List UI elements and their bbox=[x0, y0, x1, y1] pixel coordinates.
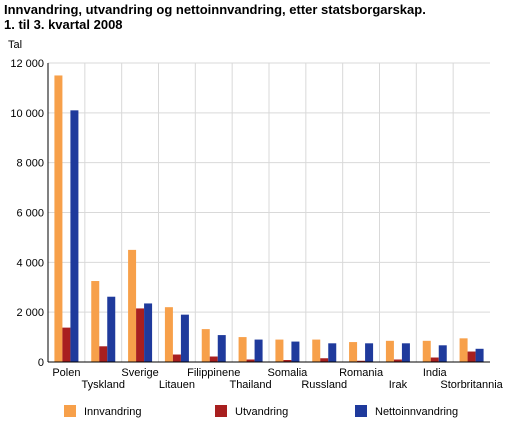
bar-innvandring-storbritannia bbox=[459, 338, 468, 362]
axes bbox=[47, 63, 490, 363]
x-tick-label-2: Sverige bbox=[121, 367, 158, 379]
x-tick-label-9: Irak bbox=[389, 379, 408, 391]
x-tick-label-8: Romania bbox=[339, 367, 384, 379]
x-tick-label-6: Somalia bbox=[268, 367, 309, 379]
x-axis-labels: PolenTysklandSverigeLitauenFilippineneTh… bbox=[52, 367, 503, 391]
y-tick-label-6: 12 000 bbox=[10, 58, 44, 70]
x-tick-label-5: Thailand bbox=[229, 379, 271, 391]
x-tick-label-3: Litauen bbox=[159, 379, 195, 391]
bar-utvandring-india bbox=[430, 357, 439, 362]
chart-title-block: Innvandring, utvandring og nettoinnvandr… bbox=[4, 2, 426, 32]
bar-nettoinnvandring-litauen bbox=[180, 314, 189, 362]
bar-nettoinnvandring-irak bbox=[401, 343, 410, 362]
y-tick-label-3: 6 000 bbox=[16, 208, 44, 220]
bar-innvandring-romania bbox=[349, 342, 358, 362]
x-tick-label-0: Polen bbox=[52, 367, 80, 379]
bar-utvandring-russland bbox=[320, 358, 329, 362]
legend-label-0: Innvandring bbox=[84, 406, 142, 418]
bar-utvandring-irak bbox=[393, 359, 402, 362]
grid-lines bbox=[48, 62, 490, 362]
y-tick-label-1: 2 000 bbox=[16, 307, 44, 319]
bar-innvandring-irak bbox=[385, 340, 394, 362]
y-tick-label-4: 8 000 bbox=[16, 158, 44, 170]
bar-utvandring-tyskland bbox=[99, 346, 108, 362]
bar-utvandring-litauen bbox=[172, 354, 181, 362]
bar-utvandring-polen bbox=[62, 327, 71, 362]
chart-subtitle: 1. til 3. kvartal 2008 bbox=[4, 17, 123, 32]
bar-utvandring-storbritannia bbox=[467, 351, 476, 362]
bar-nettoinnvandring-polen bbox=[70, 110, 79, 362]
bar-innvandring-filippinene bbox=[201, 329, 210, 362]
y-tick-label-0: 0 bbox=[38, 357, 44, 369]
chart-title: Innvandring, utvandring og nettoinnvandr… bbox=[4, 2, 426, 17]
bar-nettoinnvandring-romania bbox=[365, 343, 374, 362]
bar-innvandring-tyskland bbox=[91, 281, 100, 362]
bar-innvandring-somalia bbox=[275, 339, 284, 362]
legend-swatch-2 bbox=[355, 405, 367, 417]
bar-innvandring-russland bbox=[312, 339, 321, 362]
bar-utvandring-sverige bbox=[136, 308, 145, 362]
bar-nettoinnvandring-russland bbox=[328, 343, 337, 362]
bar-innvandring-india bbox=[422, 340, 431, 362]
bars bbox=[54, 75, 484, 362]
x-tick-label-1: Tyskland bbox=[82, 379, 125, 391]
x-tick-label-7: Russland bbox=[301, 379, 347, 391]
bar-innvandring-thailand bbox=[238, 337, 247, 362]
y-axis-label: Tal bbox=[8, 39, 22, 51]
legend-swatch-0 bbox=[64, 405, 76, 417]
bar-nettoinnvandring-sverige bbox=[144, 303, 153, 362]
bar-innvandring-polen bbox=[54, 75, 63, 362]
bar-nettoinnvandring-storbritannia bbox=[475, 348, 484, 362]
bar-utvandring-thailand bbox=[246, 359, 255, 362]
legend-label-1: Utvandring bbox=[235, 406, 288, 418]
legend-swatch-1 bbox=[215, 405, 227, 417]
bar-nettoinnvandring-india bbox=[438, 345, 447, 362]
bar-nettoinnvandring-tyskland bbox=[107, 296, 116, 362]
bar-innvandring-sverige bbox=[128, 249, 137, 362]
x-tick-label-10: India bbox=[423, 367, 448, 379]
legend: Innvandring Utvandring Nettoinnvandring bbox=[64, 405, 458, 418]
bar-utvandring-romania bbox=[357, 360, 366, 362]
bar-utvandring-somalia bbox=[283, 360, 292, 362]
bar-nettoinnvandring-thailand bbox=[254, 339, 263, 362]
bar-innvandring-litauen bbox=[164, 307, 173, 362]
y-tick-label-5: 10 000 bbox=[10, 108, 44, 120]
legend-label-2: Nettoinnvandring bbox=[375, 406, 458, 418]
y-tick-label-2: 4 000 bbox=[16, 257, 44, 269]
bar-nettoinnvandring-filippinene bbox=[217, 335, 226, 362]
x-tick-label-11: Storbritannia bbox=[440, 379, 503, 391]
bar-utvandring-filippinene bbox=[209, 356, 218, 362]
y-axis-ticks: 0 2 000 4 000 6 000 8 000 10 000 12 000 bbox=[10, 58, 44, 369]
x-tick-label-4: Filippinene bbox=[187, 367, 240, 379]
bar-nettoinnvandring-somalia bbox=[291, 341, 300, 362]
